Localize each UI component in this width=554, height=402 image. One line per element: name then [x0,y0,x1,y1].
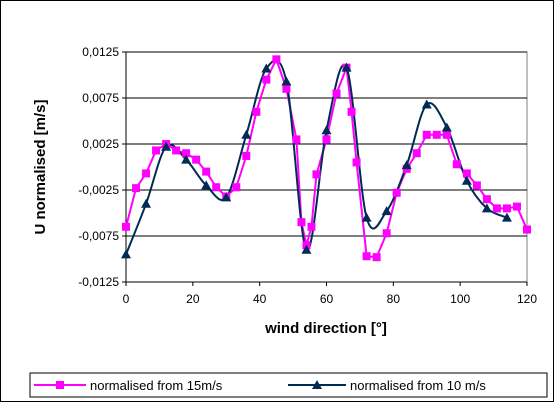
series-2-point [381,206,392,216]
series-1-point [452,160,461,169]
legend-marker-series-1 [56,381,64,389]
series-1-point [122,222,130,231]
series-1-point [462,169,471,178]
series-1-point [422,130,431,139]
series-2-point [441,122,452,132]
y-tick-label: 0,0125 [82,45,119,59]
series-1-point [292,135,301,144]
series-1-point [472,181,481,190]
series-1-point [152,146,161,155]
series-1-point [132,184,141,193]
series-1-point [523,225,531,234]
series-1-point [202,167,211,176]
series-1-point [212,183,221,192]
series-1-point [382,229,391,238]
x-tick-label: 20 [186,292,200,306]
series-1-point [142,169,151,178]
legend-label-series-1: normalised from 15m/s [90,378,223,393]
legend-label-series-2: normalised from 10 m/s [350,378,486,393]
x-tick-label: 100 [450,292,470,306]
series-1-point [372,253,381,262]
series-2-point [301,244,312,254]
y-tick-label: -0,0025 [78,183,119,197]
series-1-point [262,75,271,84]
series-markers [121,55,531,262]
series-1-point [312,170,321,179]
x-tick-label: 120 [517,292,537,306]
series-1-point [322,135,331,144]
series-1-point [297,218,306,227]
series-1-point [392,188,401,197]
series-1-point [502,204,511,213]
plot-area [125,51,528,283]
series-2-point [501,212,512,222]
series-1-point [347,107,356,116]
series-1-point [482,195,491,204]
series-1-point [192,155,201,164]
x-axis-ticks: 0 20 40 60 80 100 120 [123,282,537,306]
series-2-point [161,141,172,151]
y-tick-label: -0,0075 [78,229,119,243]
y-tick-label: -0,0125 [78,275,119,289]
y-axis-ticks: 0,0125 0,0075 0,0025 -0,0025 -0,0075 -0,0125 [78,45,126,289]
series-1-point [172,146,181,155]
series-2-point [321,125,332,135]
series-1-point [492,204,501,213]
series-2-point [181,154,192,164]
series-2-point [281,76,292,86]
x-tick-label: 80 [387,292,401,306]
series-2-point [481,203,492,213]
series-2-point [141,198,152,208]
series-2-point [261,63,272,73]
series-2-point [221,192,232,202]
series-1-point [307,222,316,231]
series-1-point [242,151,251,160]
series-1-point [252,107,261,116]
series-2-point [201,180,212,190]
series-2-point [401,160,412,170]
y-axis-label: U normalised [m/s] [32,99,49,234]
x-tick-label: 40 [253,292,267,306]
series-2-point [241,129,252,139]
legend: normalised from 15m/s normalised from 10… [29,372,548,398]
series-1-point [332,89,341,98]
series-2-point [121,249,131,259]
series-1-point [512,202,521,211]
series-1-point [352,158,361,167]
y-tick-label: 0,0025 [82,137,119,151]
series-1-point [412,149,421,158]
series-1-point [362,252,371,261]
series-2-point [361,212,372,222]
series-1-point [432,130,441,139]
x-tick-label: 60 [320,292,334,306]
series-2-point [461,175,472,185]
y-tick-label: 0,0075 [82,91,119,105]
series-1-point [282,84,291,93]
series-2-point [421,99,432,109]
series-line-2 [125,59,508,255]
series-2-point [341,62,352,72]
x-tick-label: 0 [123,292,130,306]
legend-marker-series-2 [312,380,322,389]
series-1-point [442,130,451,139]
x-axis-label: wind direction [°] [264,320,387,337]
series-1-point [182,149,191,158]
series-1-point [232,183,241,192]
series-1-point [272,55,281,64]
